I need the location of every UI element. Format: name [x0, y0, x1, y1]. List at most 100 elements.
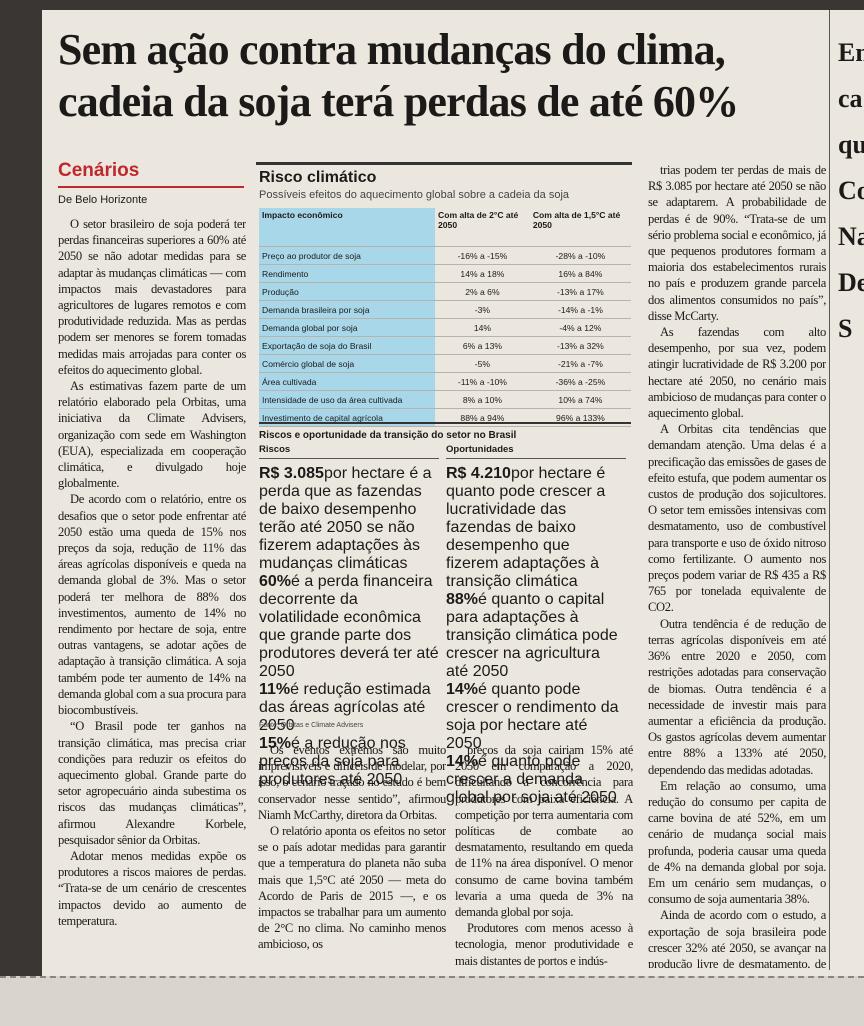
stat-figure: 88%: [446, 591, 479, 608]
table-cell: -5%: [435, 354, 530, 373]
paragraph: Em relação ao consumo, uma redução do co…: [648, 778, 826, 907]
header-cell: Com alta de 2°C até 2050: [435, 208, 530, 247]
table-cell: 10% a 74%: [529, 390, 631, 409]
section-title: Riscos e oportunidade da transição do se…: [259, 422, 631, 441]
paragraph: As fazendas com alto desempenho, por sua…: [648, 325, 826, 421]
source-note: Fonte: Orbitas e Climate Advisers: [259, 722, 364, 729]
page-edge: [0, 976, 864, 1026]
infographic: Risco climático Possíveis efeitos do aqu…: [256, 162, 632, 806]
headline: Sem ação contra mudanças do clima, cadei…: [58, 24, 818, 128]
stat-item: 15%é a redução nos preços da soja para p…: [259, 735, 439, 789]
table-cell: Área cultivada: [259, 372, 435, 391]
stat-figure: R$ 4.210: [446, 465, 511, 482]
table-row: Comércio global de soja -5% -21% a -7%: [259, 354, 631, 373]
table-cell: -21% a -7%: [529, 354, 631, 373]
newspaper-page: Sem ação contra mudanças do clima, cadei…: [42, 10, 864, 976]
text-column: Os eventos extremos são muito imprevisív…: [258, 742, 446, 968]
table-cell: Demanda brasileira por soja: [259, 300, 435, 319]
stat-text: é a perda financeira decorrente da volat…: [259, 573, 439, 680]
table-cell: -13% a 17%: [529, 282, 631, 301]
stat-item: 60%é a perda financeira decorrente da vo…: [259, 573, 439, 681]
table-cell: -36% a -25%: [529, 372, 631, 391]
table-cell: -14% a -1%: [529, 300, 631, 319]
stat-item: R$ 3.085por hectare é a perda que as faz…: [259, 465, 439, 573]
table-cell: Preço ao produtor de soja: [259, 246, 435, 265]
headline-line: Sem ação contra mudanças do clima,: [58, 25, 726, 74]
stat-text: é quanto pode crescer o rendimento da so…: [446, 681, 619, 752]
paragraph: Adotar menos medidas expõe os produtores…: [58, 848, 246, 928]
table-cell: 14% a 18%: [435, 264, 530, 283]
table-cell: -4% a 12%: [529, 318, 631, 337]
text-column: trias podem ter perdas de mais de R$ 3.0…: [648, 162, 826, 968]
headline-line: cadeia da soja terá perdas de até 60%: [58, 77, 739, 126]
stat-figure: 14%: [446, 681, 479, 698]
table-cell: -11% a -10%: [435, 372, 530, 391]
panel-heading: Oportunidades: [446, 444, 626, 459]
stat-text: é quanto o capital para adaptações à tra…: [446, 591, 618, 680]
table-row: Área cultivada -11% a -10% -36% a -25%: [259, 372, 631, 391]
table-header: Impacto econômico Com alta de 2°C até 205…: [259, 208, 631, 247]
table-cell: 14%: [435, 318, 530, 337]
text-fragment: ca: [838, 84, 863, 113]
text-column: preços da soja cairiam 15% até 2050 em c…: [455, 742, 633, 968]
column-rule: [829, 10, 830, 970]
table-cell: -3%: [435, 300, 530, 319]
panel-heading: Riscos: [259, 444, 439, 459]
impact-table: Impacto econômico Com alta de 2°C até 205…: [259, 208, 631, 427]
text-fragment: Naya: [838, 222, 864, 251]
paragraph: preços da soja cairiam 15% até 2050 em c…: [455, 743, 633, 920]
stat-item: R$ 4.210por hectare é quanto pode cresce…: [446, 465, 626, 591]
infographic-title: Risco climático: [259, 169, 377, 186]
stat-text: é quanto pode crescer a demanda global p…: [446, 753, 617, 806]
table-cell: Intensidade de uso da área cultivada: [259, 390, 435, 409]
section-rule: [58, 186, 244, 188]
paragraph: Outra tendência é de redução de terras a…: [648, 616, 826, 777]
table-cell: Produção: [259, 282, 435, 301]
stat-figure: R$ 3.085: [259, 465, 324, 482]
table-cell: -13% a 32%: [529, 336, 631, 355]
opportunities-panel: Oportunidades R$ 4.210por hectare é quant…: [446, 444, 626, 807]
stat-item: 14%é quanto pode crescer a demanda globa…: [446, 753, 626, 807]
stat-item: 88%é quanto o capital para adaptações à …: [446, 591, 626, 681]
table-cell: 8% a 10%: [435, 390, 530, 409]
header-cell: Impacto econômico: [259, 208, 435, 247]
stat-text: por hectare é a perda que as fazendas de…: [259, 465, 432, 572]
table-cell: Exportação de soja do Brasil: [259, 336, 435, 355]
table-cell: 6% a 13%: [435, 336, 530, 355]
adjacent-article: Em ca qu Co Naya De S: [838, 30, 864, 352]
header-cell: Com alta de 1,5°C até 2050: [529, 208, 631, 247]
table-cell: Comércio global de soja: [259, 354, 435, 373]
paragraph: O setor brasileiro de soja poderá ter pe…: [58, 217, 246, 377]
paragraph: De acordo com o relatório, entre os desa…: [58, 492, 246, 718]
table-cell: Rendimento: [259, 264, 435, 283]
paragraph: O relatório aponta os efeitos no setor s…: [258, 824, 446, 952]
table-row: Demanda brasileira por soja -3% -14% a -1%: [259, 300, 631, 319]
stat-item: 14%é quanto pode crescer o rendimento da…: [446, 681, 626, 753]
stat-text: é redução estimada das áreas agrícolas a…: [259, 681, 431, 734]
text-fragment: Em: [838, 38, 864, 67]
risks-panel: Riscos R$ 3.085por hectare é a perda que …: [259, 444, 439, 789]
table-row: Demanda global por soja 14% -4% a 12%: [259, 318, 631, 337]
stat-item: 11%é redução estimada das áreas agrícola…: [259, 681, 439, 735]
table-cell: 2% a 6%: [435, 282, 530, 301]
paragraph: “O Brasil pode ter ganhos na transição c…: [58, 719, 246, 847]
table-row: Produção 2% a 6% -13% a 17%: [259, 282, 631, 301]
paragraph: As estimativas fazem parte de um relatór…: [58, 379, 246, 491]
paragraph: Os eventos extremos são muito imprevisív…: [258, 743, 446, 822]
table-cell: Demanda global por soja: [259, 318, 435, 337]
infographic-subtitle: Possíveis efeitos do aquecimento global …: [259, 189, 570, 201]
stat-text: é a redução nos preços da soja para prod…: [259, 735, 406, 788]
table-cell: 16% a 84%: [529, 264, 631, 283]
paragraph: Produtores com menos acesso à tecnologia…: [455, 921, 633, 968]
table-row: Rendimento 14% a 18% 16% a 84%: [259, 264, 631, 283]
stat-text: por hectare é quanto pode crescer a lucr…: [446, 465, 606, 590]
text-fragment: Co: [838, 176, 864, 205]
stat-figure: 60%: [259, 573, 292, 590]
table-row: Preço ao produtor de soja -16% a -15% -28%…: [259, 246, 631, 265]
table-cell: -16% a -15%: [435, 246, 530, 265]
paragraph: trias podem ter perdas de mais de R$ 3.0…: [648, 163, 826, 323]
section-label: Cenários: [58, 160, 140, 181]
table-row: Intensidade de uso da área cultivada 8% a…: [259, 390, 631, 409]
table-cell: -28% a -10%: [529, 246, 631, 265]
